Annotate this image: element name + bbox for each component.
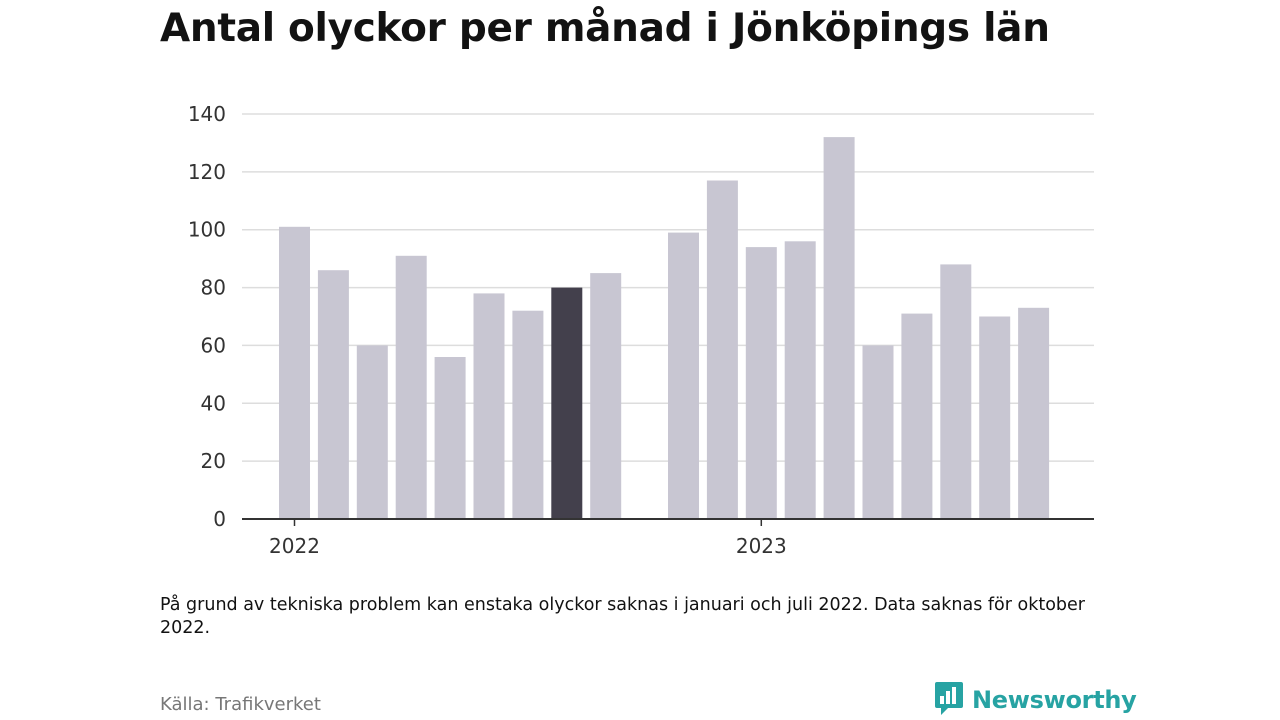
- bar-2022-01: [279, 226, 310, 520]
- y-tick-label: 20: [201, 449, 226, 473]
- bar-2023-06: [940, 264, 972, 519]
- bar-2022-12: [706, 180, 738, 519]
- bar-2022-11: [668, 232, 699, 519]
- bar-2023-07: [979, 316, 1011, 519]
- bars: [279, 137, 1050, 520]
- bar-2022-08: [551, 287, 583, 519]
- y-tick-label: 100: [188, 218, 226, 242]
- bar-2023-05: [901, 313, 933, 519]
- y-tick-label: 60: [201, 333, 226, 357]
- bar-2022-04: [395, 255, 427, 520]
- chart-title: Antal olyckor per månad i Jönköpings län: [160, 6, 1050, 51]
- footnote: På grund av tekniska problem kan enstaka…: [160, 595, 1085, 638]
- x-tick-label: 2022: [269, 534, 320, 558]
- bar-2023-04: [862, 345, 894, 519]
- bar-2023-01: [745, 247, 777, 519]
- bar-2023-08: [1018, 307, 1050, 519]
- y-tick-label: 80: [201, 276, 226, 300]
- bar-2022-05: [434, 357, 466, 519]
- y-axis-ticks: 0 20 40 60 80 100 120 140: [188, 102, 226, 531]
- bar-chart: 0 20 40 60 80 100 120 140 2022 2023: [188, 102, 1094, 558]
- y-tick-label: 120: [188, 160, 226, 184]
- bar-2022-02: [317, 270, 349, 519]
- brand-logo: Newsworthy: [934, 682, 1137, 718]
- brand-name: Newsworthy: [972, 686, 1137, 714]
- bar-2023-02: [784, 241, 816, 520]
- y-tick-label: 40: [201, 391, 226, 415]
- y-tick-label: 0: [213, 507, 226, 531]
- y-tick-label: 140: [188, 102, 226, 126]
- bar-2022-09: [590, 273, 622, 519]
- newsworthy-logo-icon: [934, 680, 964, 720]
- bar-2022-03: [356, 345, 388, 519]
- x-axis-ticks: 2022 2023: [269, 519, 787, 558]
- x-tick-label: 2023: [736, 534, 787, 558]
- bar-2022-06: [473, 293, 505, 519]
- source-text: Källa: Trafikverket: [160, 694, 321, 715]
- bar-2022-07: [512, 310, 544, 519]
- bar-2023-03: [823, 137, 855, 519]
